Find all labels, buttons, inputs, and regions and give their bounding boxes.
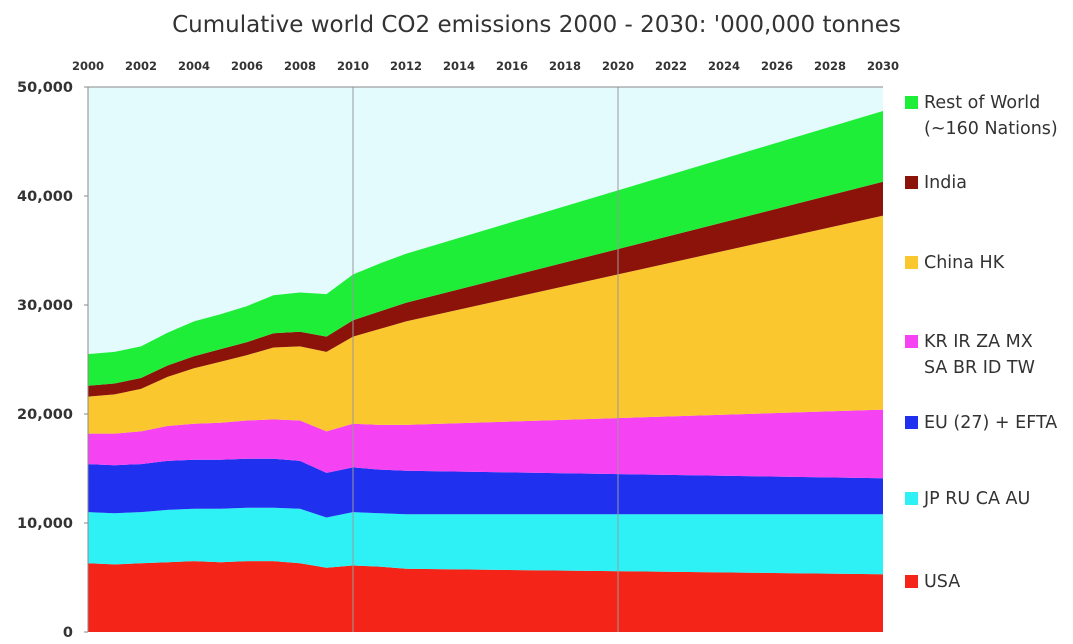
legend: Rest of World (~160 Nations) India China HK… <box>905 93 1058 592</box>
legend-label-china-hk: China HK <box>924 253 1005 273</box>
gridlines <box>352 87 619 632</box>
legend-label-rest-of-world-160-nations: (~160 Nations) <box>924 119 1058 139</box>
x-tick-label: 2016 <box>496 59 528 73</box>
y-tick-label: 10,000 <box>17 516 73 532</box>
series-area-china-hk <box>88 215 883 434</box>
series-area-jp-ru-ca-au <box>88 507 883 575</box>
x-tick-label: 2004 <box>178 59 210 73</box>
x-tick-label: 2024 <box>708 59 740 73</box>
legend-swatch-kr-ir-za-mx-sa-br-id-tw <box>905 335 918 348</box>
chart-title: Cumulative world CO2 emissions 2000 - 20… <box>172 12 901 38</box>
legend-swatch-jp-ru-ca-au <box>905 492 918 505</box>
legend-label-rest-of-world-160-nations: Rest of World <box>924 93 1040 113</box>
legend-label-kr-ir-za-mx-sa-br-id-tw: KR IR ZA MX <box>924 332 1033 352</box>
x-tick-label: 2028 <box>814 59 846 73</box>
x-tick-label: 2008 <box>284 59 316 73</box>
x-tick-label: 2022 <box>655 59 687 73</box>
legend-label-kr-ir-za-mx-sa-br-id-tw: SA BR ID TW <box>924 358 1035 378</box>
y-tick-label: 30,000 <box>17 298 73 314</box>
y-tick-label: 20,000 <box>17 407 73 423</box>
y-tick-label: 50,000 <box>17 80 73 96</box>
axes: 2000 2002 2004 2006 2008 2010 2012 2014 2016 2018… <box>17 59 899 641</box>
area-series-layer <box>88 111 883 632</box>
x-tick-label: 2020 <box>602 59 634 73</box>
legend-label-eu-27-efta: EU (27) + EFTA <box>924 413 1057 433</box>
x-tick-label: 2026 <box>761 59 793 73</box>
series-area-rest-of-world-160-nations <box>88 111 883 386</box>
series-area-usa <box>88 561 883 632</box>
series-area-india <box>88 181 883 397</box>
x-tick-label: 2000 <box>72 59 104 73</box>
legend-label-jp-ru-ca-au: JP RU CA AU <box>923 489 1030 509</box>
series-area-eu-27-efta <box>88 458 883 518</box>
series-area-kr-ir-za-mx-sa-br-id-tw <box>88 409 883 479</box>
x-tick-label: 2012 <box>390 59 422 73</box>
x-tick-label: 2010 <box>337 59 369 73</box>
x-tick-label: 2002 <box>125 59 157 73</box>
legend-swatch-eu-27-efta <box>905 416 918 429</box>
x-tick-label: 2030 <box>867 59 899 73</box>
y-tick-label: 0 <box>63 625 73 641</box>
legend-label-india: India <box>924 173 967 193</box>
legend-swatch-india <box>905 176 918 189</box>
legend-swatch-usa <box>905 575 918 588</box>
legend-swatch-china-hk <box>905 256 918 269</box>
x-tick-label: 2006 <box>231 59 263 73</box>
x-tick-label: 2014 <box>443 59 475 73</box>
legend-swatch-rest-of-world-160-nations <box>905 96 918 109</box>
legend-label-usa: USA <box>924 572 960 592</box>
x-tick-label: 2018 <box>549 59 581 73</box>
y-tick-label: 40,000 <box>17 189 73 205</box>
